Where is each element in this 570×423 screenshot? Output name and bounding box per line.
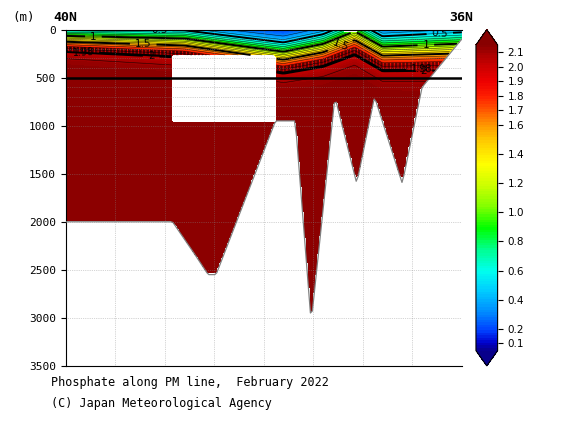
Text: 1.5: 1.5 — [331, 38, 350, 53]
Text: 2: 2 — [421, 66, 428, 76]
Text: 0.5: 0.5 — [431, 28, 448, 39]
PathPatch shape — [476, 30, 498, 45]
Text: 40N: 40N — [54, 11, 78, 24]
Text: 1.5: 1.5 — [135, 39, 152, 49]
Text: 2: 2 — [148, 51, 154, 61]
Text: 1: 1 — [422, 40, 429, 50]
Text: 0.5: 0.5 — [151, 25, 168, 35]
Text: Phosphate along PM line,  February 2022: Phosphate along PM line, February 2022 — [51, 376, 329, 389]
Text: (C) Japan Meteorological Agency: (C) Japan Meteorological Agency — [51, 397, 272, 410]
Text: 36N: 36N — [450, 11, 474, 24]
PathPatch shape — [476, 351, 498, 366]
Text: 1: 1 — [90, 31, 97, 41]
Text: (m): (m) — [13, 11, 35, 24]
Text: 1.98: 1.98 — [72, 47, 95, 58]
Text: 1.98: 1.98 — [411, 64, 433, 75]
